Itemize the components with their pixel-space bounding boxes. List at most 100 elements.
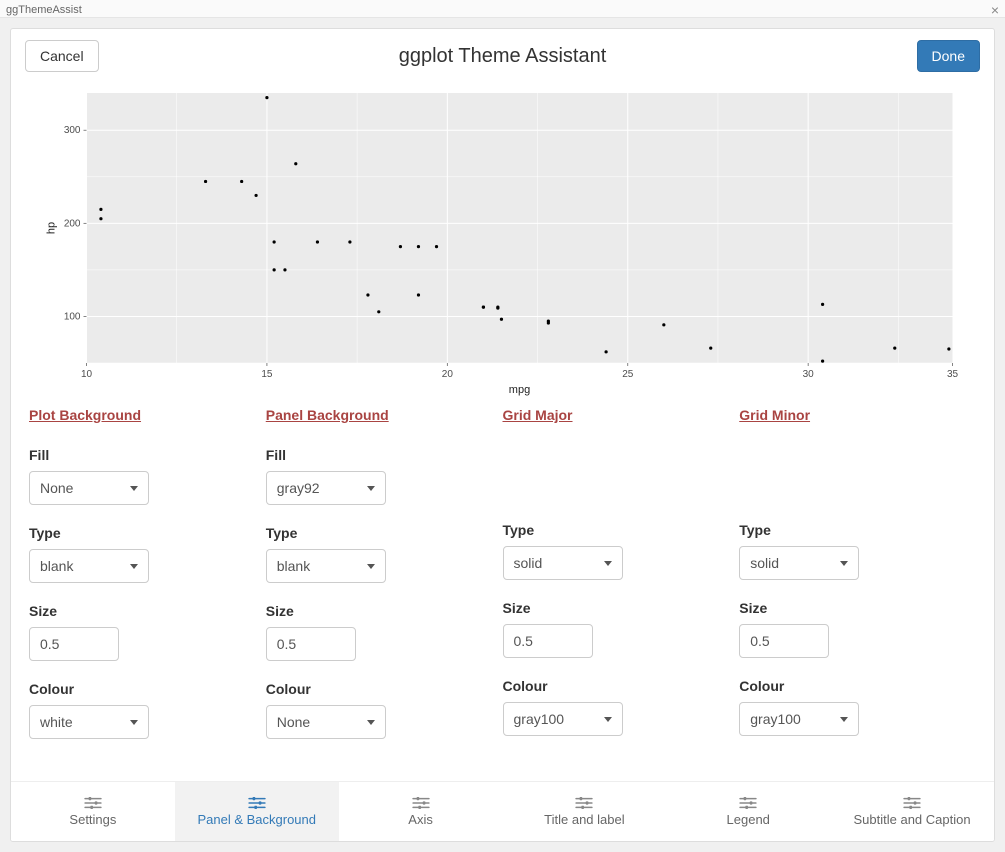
field-label: Colour [503, 678, 722, 694]
svg-text:25: 25 [622, 369, 634, 380]
chevron-down-icon [840, 561, 848, 566]
type-select[interactable]: solid [739, 546, 859, 580]
field-colour: Colour gray100 [739, 678, 958, 736]
window-title: ggThemeAssist [6, 4, 82, 16]
field-label: Colour [29, 681, 248, 697]
svg-text:300: 300 [64, 125, 81, 136]
svg-text:mpg: mpg [509, 384, 530, 396]
chevron-down-icon [130, 486, 138, 491]
field-type: Type blank [266, 525, 485, 583]
tab-panel-background[interactable]: Panel & Background [175, 782, 339, 841]
tab-label: Panel & Background [197, 812, 316, 827]
field-type: Typesolid [739, 522, 958, 580]
colour-select[interactable]: None [266, 705, 386, 739]
sliders-icon [739, 796, 757, 810]
chevron-down-icon [367, 564, 375, 569]
tab-subtitle-and-caption[interactable]: Subtitle and Caption [830, 782, 994, 841]
field-label: Size [29, 603, 248, 619]
sliders-icon [248, 796, 266, 810]
select-value: None [40, 480, 73, 496]
fill-select[interactable]: gray92 [266, 471, 386, 505]
field-fill: Fillgray92 [266, 447, 485, 505]
select-value: blank [40, 558, 73, 574]
size-input[interactable] [739, 624, 829, 658]
header-bar: Cancel ggplot Theme Assistant Done [11, 29, 994, 83]
chevron-down-icon [840, 717, 848, 722]
tab-axis[interactable]: Axis [339, 782, 503, 841]
done-button[interactable]: Done [917, 40, 980, 72]
section-column: Grid Major Type solid Size Colour gray100 [503, 407, 740, 759]
colour-select[interactable]: white [29, 705, 149, 739]
field-label: Type [266, 525, 485, 541]
app-shell: Cancel ggplot Theme Assistant Done 10 15 2… [0, 18, 1005, 852]
fill-select[interactable]: None [29, 471, 149, 505]
svg-text:30: 30 [803, 369, 815, 380]
field-label: Size [266, 603, 485, 619]
colour-select[interactable]: gray100 [503, 702, 623, 736]
field-fill: Fill None [29, 447, 248, 505]
field-label: Fill [29, 447, 248, 463]
select-value: gray92 [277, 480, 320, 496]
plot-svg: 101520253035100200300mpghp [35, 87, 970, 397]
field-label: Size [739, 600, 958, 616]
select-value: None [277, 714, 310, 730]
tab-title-and-label[interactable]: Title and label [502, 782, 666, 841]
select-value: gray100 [750, 711, 801, 727]
field-label: Type [503, 522, 722, 538]
chevron-down-icon [130, 720, 138, 725]
field-colour: Colour white [29, 681, 248, 739]
sliders-icon [575, 796, 593, 810]
type-select[interactable]: blank [29, 549, 149, 583]
select-value: white [40, 714, 73, 730]
svg-text:35: 35 [947, 369, 959, 380]
field-label: Colour [739, 678, 958, 694]
bottom-tabs: Settings Panel & Background Axis Title a… [11, 781, 994, 841]
tab-label: Settings [69, 812, 116, 827]
select-value: solid [514, 555, 543, 571]
chevron-down-icon [367, 486, 375, 491]
svg-text:100: 100 [64, 311, 81, 322]
section-column: Plot Background Fill None Type blank Size Colo… [29, 407, 266, 759]
sliders-icon [412, 796, 430, 810]
sliders-icon [903, 796, 921, 810]
section-column: Grid Minor Typesolid Size Colour gray100 [739, 407, 976, 759]
svg-text:15: 15 [261, 369, 273, 380]
tab-label: Subtitle and Caption [854, 812, 971, 827]
svg-text:20: 20 [442, 369, 454, 380]
section-column: Panel Background Fillgray92 Type blank Size C… [266, 407, 503, 759]
field-type: Type solid [503, 522, 722, 580]
svg-text:10: 10 [81, 369, 93, 380]
section-title[interactable]: Grid Minor [739, 407, 810, 423]
size-input[interactable] [29, 627, 119, 661]
controls-grid: Plot Background Fill None Type blank Size Colo… [11, 399, 994, 769]
tab-label: Title and label [544, 812, 624, 827]
tab-label: Legend [727, 812, 770, 827]
tab-settings[interactable]: Settings [11, 782, 175, 841]
section-title[interactable]: Grid Major [503, 407, 573, 423]
size-input[interactable] [266, 627, 356, 661]
field-size: Size [503, 600, 722, 658]
section-title[interactable]: Panel Background [266, 407, 389, 423]
select-value: solid [750, 555, 779, 571]
size-input[interactable] [503, 624, 593, 658]
plot-preview: 101520253035100200300mpghp [11, 83, 994, 399]
type-select[interactable]: blank [266, 549, 386, 583]
close-icon[interactable]: × [991, 4, 999, 16]
svg-text:200: 200 [64, 218, 81, 229]
field-label: Type [29, 525, 248, 541]
chevron-down-icon [367, 720, 375, 725]
chevron-down-icon [604, 561, 612, 566]
colour-select[interactable]: gray100 [739, 702, 859, 736]
section-title[interactable]: Plot Background [29, 407, 141, 423]
field-label: Size [503, 600, 722, 616]
main-card: Cancel ggplot Theme Assistant Done 10 15 2… [10, 28, 995, 842]
field-type: Type blank [29, 525, 248, 583]
type-select[interactable]: solid [503, 546, 623, 580]
field-label: Colour [266, 681, 485, 697]
cancel-button[interactable]: Cancel [25, 40, 99, 72]
chevron-down-icon [130, 564, 138, 569]
tab-legend[interactable]: Legend [666, 782, 830, 841]
page-title: ggplot Theme Assistant [399, 45, 607, 68]
field-size: Size [29, 603, 248, 661]
tab-label: Axis [408, 812, 433, 827]
